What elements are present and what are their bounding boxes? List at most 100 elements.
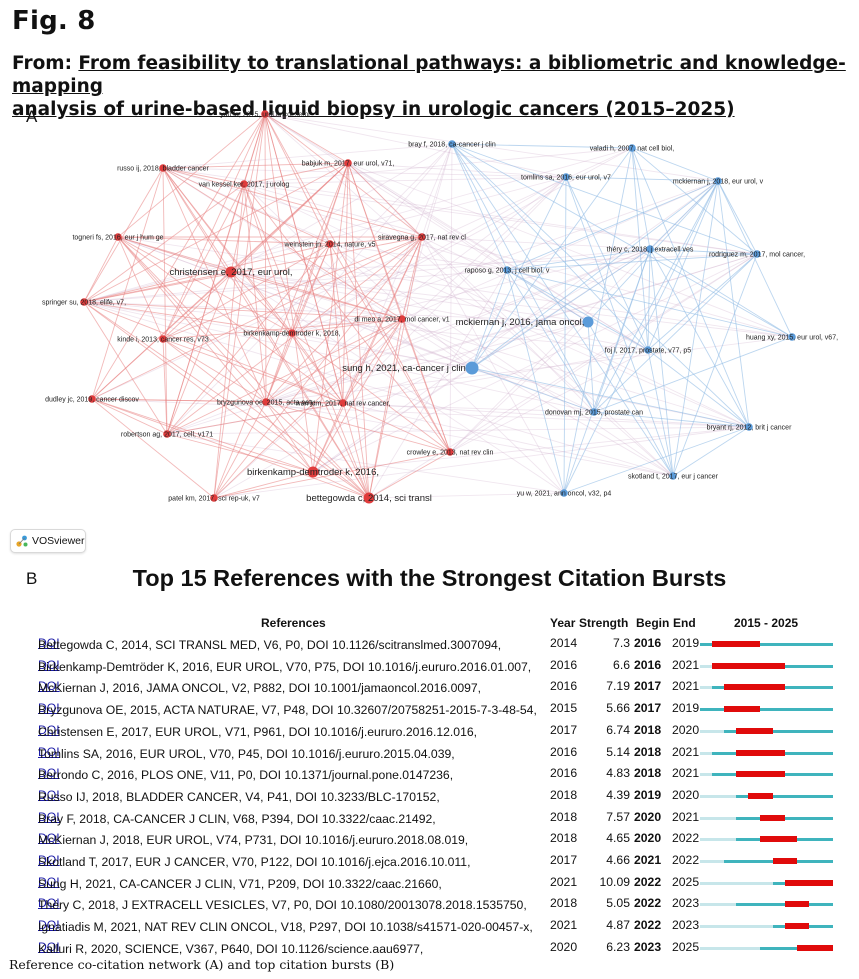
co-citation-edge: [264, 113, 349, 164]
reference-node[interactable]: [448, 140, 456, 148]
reference-node[interactable]: [714, 177, 722, 185]
reference-node[interactable]: [503, 266, 511, 274]
reference-node[interactable]: [582, 316, 594, 328]
co-citation-edge: [506, 253, 758, 271]
doi-link[interactable]: DOI: [38, 939, 60, 954]
co-citation-edge: [166, 143, 453, 435]
reference-node-label: van kessel ker, 2017, j urolog: [199, 182, 290, 189]
co-citation-edge: [91, 167, 164, 400]
doi-link[interactable]: DOI: [38, 874, 60, 889]
reference-node[interactable]: [288, 329, 296, 337]
co-citation-edge: [342, 402, 451, 453]
co-citation-edge: [312, 471, 370, 499]
burst-strength: 7.3: [613, 636, 630, 650]
timeline-pre-publication: [700, 773, 713, 777]
reference-text: Kalluri R, 2020, SCIENCE, V367, P640, DO…: [38, 939, 423, 956]
timeline-active: [736, 816, 833, 820]
reference-node[interactable]: [114, 233, 122, 241]
reference-node[interactable]: [88, 395, 96, 403]
reference-node[interactable]: [745, 423, 753, 431]
doi-link[interactable]: DOI: [38, 809, 60, 824]
co-citation-edge: [162, 167, 267, 403]
burst-period-bar: [712, 662, 785, 669]
reference-node[interactable]: [210, 494, 218, 502]
burst-end: 2023: [672, 918, 700, 933]
reference-node[interactable]: [669, 472, 677, 480]
article-title-link[interactable]: From feasibility to translational pathwa…: [12, 53, 846, 120]
doi-link[interactable]: DOI: [38, 679, 60, 694]
reference-node[interactable]: [788, 333, 796, 341]
reference-citation: Christensen E, 2017, EUR UROL, V71, P961…: [38, 724, 478, 739]
co-citation-edge: [83, 301, 344, 404]
doi-link[interactable]: DOI: [38, 766, 60, 781]
reference-node[interactable]: [262, 398, 270, 406]
publication-year: 2017: [550, 722, 578, 737]
reference-node[interactable]: [398, 315, 406, 323]
reference-node-label: patel km, 2017, sci rep-uk, v7: [168, 496, 260, 503]
reference-node[interactable]: [753, 250, 761, 258]
co-citation-edge: [312, 318, 403, 473]
header-end: End: [673, 616, 696, 630]
reference-node[interactable]: [159, 164, 167, 172]
reference-node[interactable]: [418, 233, 426, 241]
reference-node-label: tomlins sa, 2016, eur urol, v7: [521, 175, 611, 182]
reference-node-label: valadi h, 2007, nat cell biol,: [590, 146, 674, 153]
co-citation-edge: [717, 180, 758, 255]
co-citation-edge: [471, 269, 508, 369]
doi-link[interactable]: DOI: [38, 896, 60, 911]
co-citation-edge: [162, 162, 349, 169]
reference-node[interactable]: [646, 245, 654, 253]
reference-node[interactable]: [225, 266, 237, 278]
reference-node[interactable]: [80, 298, 88, 306]
co-citation-edge: [312, 402, 344, 473]
reference-node[interactable]: [628, 144, 636, 152]
publication-year: 2018: [550, 896, 578, 911]
reference-node-label: mckiernan j, 2018, eur urol, v: [673, 179, 764, 186]
reference-node[interactable]: [590, 408, 598, 416]
co-citation-edge: [587, 321, 674, 477]
co-citation-edge: [162, 318, 403, 340]
reference-node[interactable]: [465, 361, 479, 375]
reference-node[interactable]: [344, 159, 352, 167]
reference-node[interactable]: [560, 489, 568, 497]
reference-node-label: bray f, 2018, ca-cancer j clin: [408, 142, 496, 149]
reference-node[interactable]: [307, 466, 319, 478]
reference-node[interactable]: [339, 399, 347, 407]
doi-link[interactable]: DOI: [38, 701, 60, 716]
panel-b-letter: B: [26, 569, 38, 588]
burst-period-bar: [760, 836, 797, 843]
reference-node[interactable]: [363, 492, 375, 504]
reference-node[interactable]: [261, 110, 269, 118]
doi-link[interactable]: DOI: [38, 918, 60, 933]
reference-node[interactable]: [240, 180, 248, 188]
co-citation-edge: [264, 113, 508, 271]
co-citation-edge: [162, 167, 370, 499]
burst-begin: 2022: [634, 918, 662, 933]
reference-citation: Birkenkamp-Demtröder K, 2016, EUR UROL, …: [38, 659, 532, 674]
doi-link[interactable]: DOI: [38, 722, 60, 737]
co-citation-edge: [162, 167, 168, 435]
co-citation-edge: [451, 143, 595, 413]
burst-row: Bray F, 2018, CA-CANCER J CLIN, V68, P39…: [0, 808, 859, 829]
reference-node-label: togneri fs, 2016, eur j hum ge: [72, 235, 163, 242]
doi-link[interactable]: DOI: [38, 853, 60, 867]
reference-node[interactable]: [159, 335, 167, 343]
burst-row: Skotland T, 2017, EUR J CANCER, V70, P12…: [0, 851, 859, 872]
doi-link[interactable]: DOI: [38, 787, 60, 802]
reference-node[interactable]: [163, 430, 171, 438]
reference-node[interactable]: [446, 448, 454, 456]
reference-node-label: christensen e, 2017, eur urol,: [169, 267, 292, 278]
reference-node-label: raposo g, 2013, j cell biol, v: [465, 268, 550, 275]
co-citation-edge: [291, 318, 403, 334]
reference-node[interactable]: [644, 346, 652, 354]
publication-year: 2018: [550, 831, 578, 846]
doi-link[interactable]: DOI: [38, 636, 60, 650]
doi-link[interactable]: DOI: [38, 744, 60, 759]
doi-link[interactable]: DOI: [38, 657, 60, 672]
reference-text: Christensen E, 2017, EUR UROL, V71, P961…: [38, 722, 477, 739]
reference-node[interactable]: [562, 173, 570, 181]
burst-period-bar: [760, 814, 785, 821]
reference-node[interactable]: [326, 240, 334, 248]
co-citation-edge: [166, 433, 314, 473]
doi-link[interactable]: DOI: [38, 831, 60, 846]
